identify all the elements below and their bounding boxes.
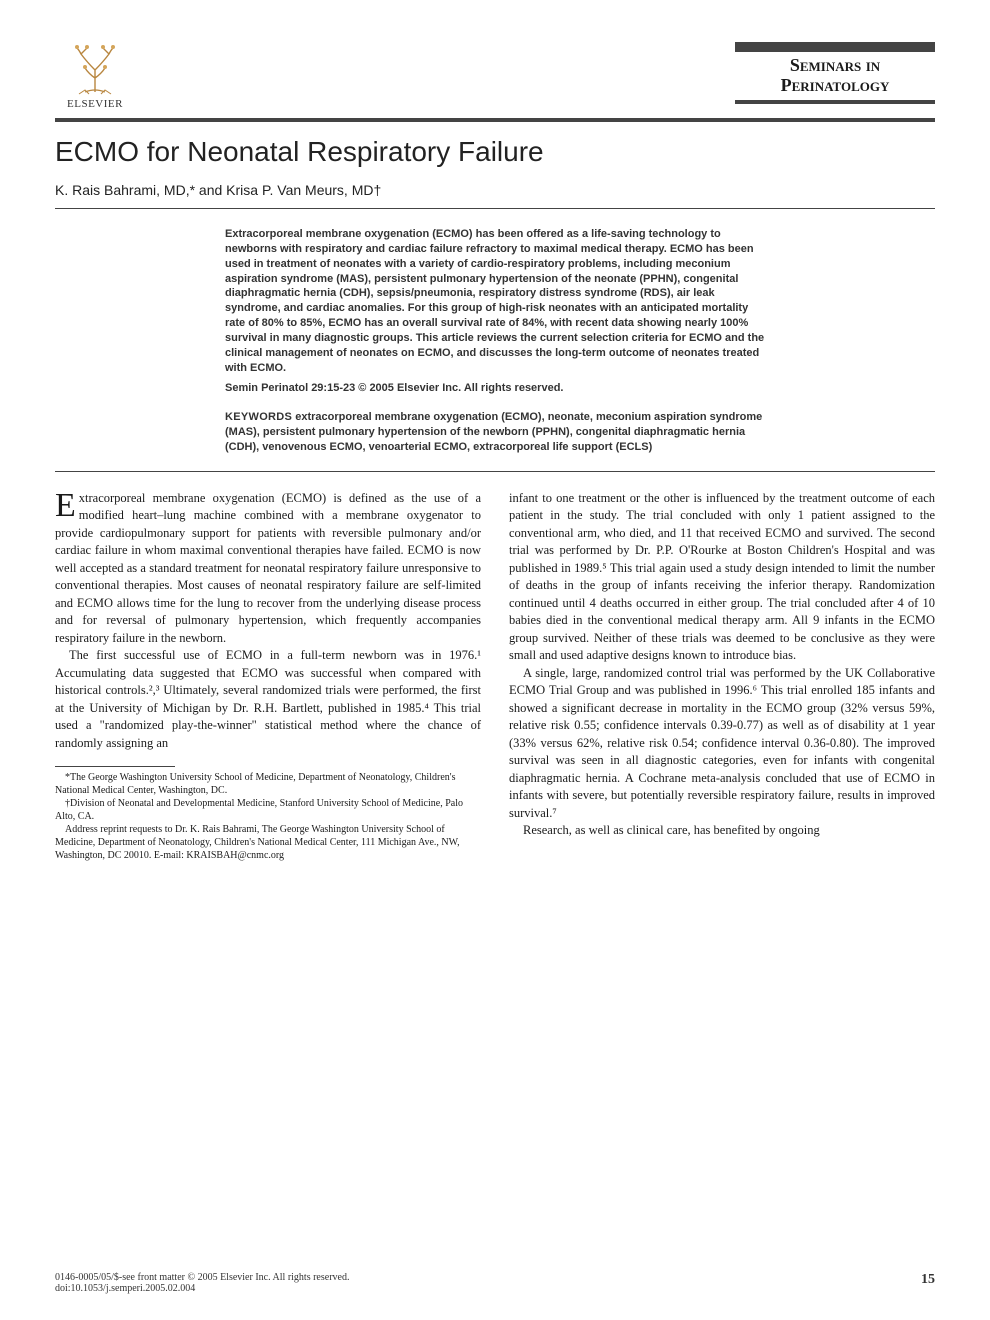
journal-bar-top — [735, 42, 935, 52]
keywords-text: extracorporeal membrane oxygenation (ECM… — [225, 411, 762, 453]
body-para-2: The first successful use of ECMO in a fu… — [55, 647, 481, 752]
column-right: infant to one treatment or the other is … — [509, 490, 935, 863]
abstract-citation: Semin Perinatol 29:15-23 © 2005 Elsevier… — [225, 381, 765, 396]
footer-left: 0146-0005/05/$-see front matter © 2005 E… — [55, 1272, 349, 1294]
footnote-3: Address reprint requests to Dr. K. Rais … — [55, 823, 481, 862]
journal-bar-bottom — [735, 100, 935, 104]
journal-line2: Perinatology — [781, 75, 890, 95]
footnote-1: *The George Washington University School… — [55, 771, 481, 797]
footnote-rule — [55, 766, 175, 767]
publisher-logo-block: ELSEVIER — [55, 40, 135, 110]
footer-doi: doi:10.1053/j.semperi.2005.02.004 — [55, 1283, 349, 1294]
body-text: Extracorporeal membrane oxygenation (ECM… — [55, 490, 935, 863]
page-number: 15 — [921, 1272, 935, 1294]
body-para-1: Extracorporeal membrane oxygenation (ECM… — [55, 490, 481, 648]
article-title: ECMO for Neonatal Respiratory Failure — [55, 136, 935, 168]
body-para-4: A single, large, randomized control tria… — [509, 665, 935, 823]
publisher-name: ELSEVIER — [67, 98, 123, 110]
abstract-rule — [55, 471, 935, 472]
author-line: K. Rais Bahrami, MD,* and Krisa P. Van M… — [55, 182, 935, 198]
title-rule — [55, 208, 935, 209]
journal-name: Seminars in Perinatology — [735, 56, 935, 96]
footer-copyright: 0146-0005/05/$-see front matter © 2005 E… — [55, 1272, 349, 1283]
keywords-label: KEYWORDS — [225, 411, 292, 423]
column-left: Extracorporeal membrane oxygenation (ECM… — [55, 490, 481, 863]
body-para-5: Research, as well as clinical care, has … — [509, 822, 935, 840]
footnotes: *The George Washington University School… — [55, 771, 481, 862]
page-header: ELSEVIER Seminars in Perinatology — [55, 40, 935, 110]
header-rule — [55, 118, 935, 122]
body-para-3: infant to one treatment or the other is … — [509, 490, 935, 665]
body-para-1-text: xtracorporeal membrane oxygenation (ECMO… — [55, 491, 481, 645]
dropcap: E — [55, 490, 79, 520]
journal-line1: Seminars in — [790, 55, 880, 75]
keywords-block: KEYWORDS extracorporeal membrane oxygena… — [225, 410, 765, 455]
journal-title-block: Seminars in Perinatology — [735, 42, 935, 110]
elsevier-tree-icon — [67, 40, 123, 96]
footnote-2: †Division of Neonatal and Developmental … — [55, 797, 481, 823]
abstract-text: Extracorporeal membrane oxygenation (ECM… — [225, 228, 764, 374]
abstract: Extracorporeal membrane oxygenation (ECM… — [225, 227, 765, 396]
page-footer: 0146-0005/05/$-see front matter © 2005 E… — [55, 1272, 935, 1294]
